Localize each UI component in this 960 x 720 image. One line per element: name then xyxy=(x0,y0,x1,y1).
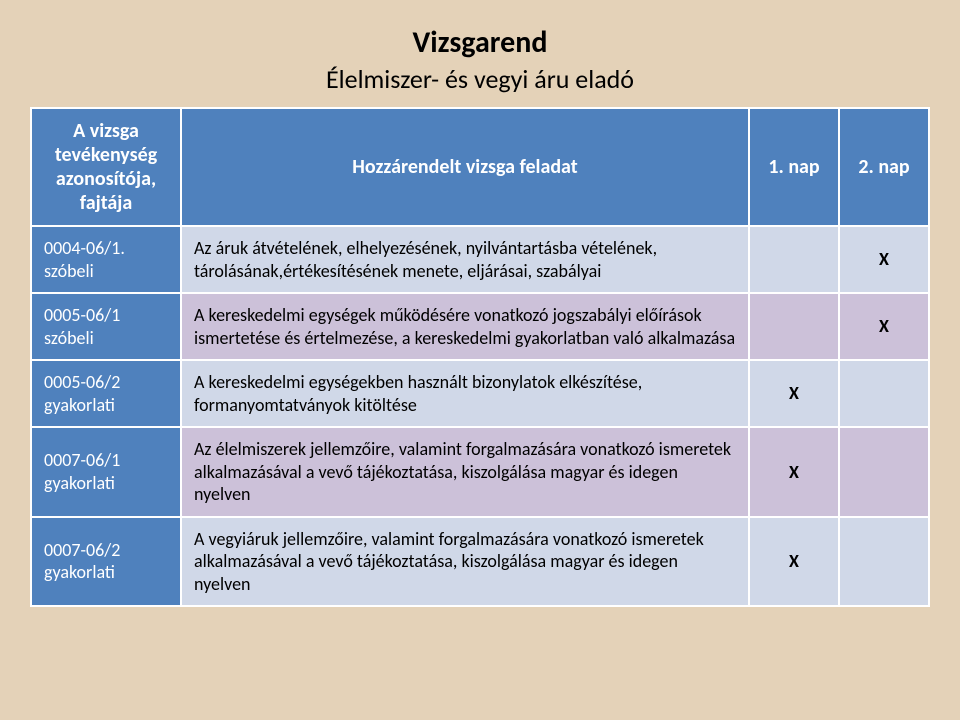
row-day1-mark xyxy=(749,226,839,293)
title-block: Vizsgarend Élelmiszer- és vegyi áru elad… xyxy=(30,24,930,95)
table-row: 0004-06/1.szóbeliAz áruk átvételének, el… xyxy=(31,226,929,293)
table-row: 0007-06/2gyakorlatiA vegyiáruk jellemzői… xyxy=(31,517,929,607)
row-id-code: 0007-06/1 xyxy=(44,449,168,472)
row-task: Az áruk átvételének, elhelyezésének, nyi… xyxy=(181,226,749,293)
row-day2-mark xyxy=(839,517,929,607)
row-id: 0004-06/1.szóbeli xyxy=(31,226,181,293)
row-task: A vegyiáruk jellemzőire, valamint forgal… xyxy=(181,517,749,607)
table-row: 0007-06/1gyakorlatiAz élelmiszerek jelle… xyxy=(31,427,929,517)
row-id-code: 0007-06/2 xyxy=(44,539,168,562)
col-header-id: A vizsga tevékenység azonosítója, fajtáj… xyxy=(31,108,181,226)
exam-schedule-table: A vizsga tevékenység azonosítója, fajtáj… xyxy=(30,107,930,607)
col-header-day1: 1. nap xyxy=(749,108,839,226)
row-id-type: szóbeli xyxy=(44,327,168,350)
col-header-day2: 2. nap xyxy=(839,108,929,226)
col-header-task: Hozzárendelt vizsga feladat xyxy=(181,108,749,226)
row-id-code: 0004-06/1. xyxy=(44,237,168,260)
row-id-type: szóbeli xyxy=(44,260,168,283)
row-id-type: gyakorlati xyxy=(44,394,168,417)
row-day2-mark xyxy=(839,360,929,427)
row-id: 0007-06/2gyakorlati xyxy=(31,517,181,607)
row-id-code: 0005-06/2 xyxy=(44,371,168,394)
table-header-row: A vizsga tevékenység azonosítója, fajtáj… xyxy=(31,108,929,226)
row-day1-mark: X xyxy=(749,427,839,517)
page-title: Vizsgarend xyxy=(30,24,930,61)
table-row: 0005-06/2gyakorlatiA kereskedelmi egység… xyxy=(31,360,929,427)
row-day2-mark xyxy=(839,427,929,517)
table-row: 0005-06/1szóbeliA kereskedelmi egységek … xyxy=(31,293,929,360)
row-id-code: 0005-06/1 xyxy=(44,304,168,327)
row-day1-mark: X xyxy=(749,517,839,607)
row-day2-mark: X xyxy=(839,293,929,360)
row-day1-mark xyxy=(749,293,839,360)
row-day2-mark: X xyxy=(839,226,929,293)
row-id: 0005-06/1szóbeli xyxy=(31,293,181,360)
page-subtitle: Élelmiszer- és vegyi áru eladó xyxy=(30,63,930,95)
row-id: 0005-06/2gyakorlati xyxy=(31,360,181,427)
row-id: 0007-06/1gyakorlati xyxy=(31,427,181,517)
row-task: A kereskedelmi egységekben használt bizo… xyxy=(181,360,749,427)
row-day1-mark: X xyxy=(749,360,839,427)
row-id-type: gyakorlati xyxy=(44,472,168,495)
row-id-type: gyakorlati xyxy=(44,561,168,584)
row-task: Az élelmiszerek jellemzőire, valamint fo… xyxy=(181,427,749,517)
row-task: A kereskedelmi egységek működésére vonat… xyxy=(181,293,749,360)
